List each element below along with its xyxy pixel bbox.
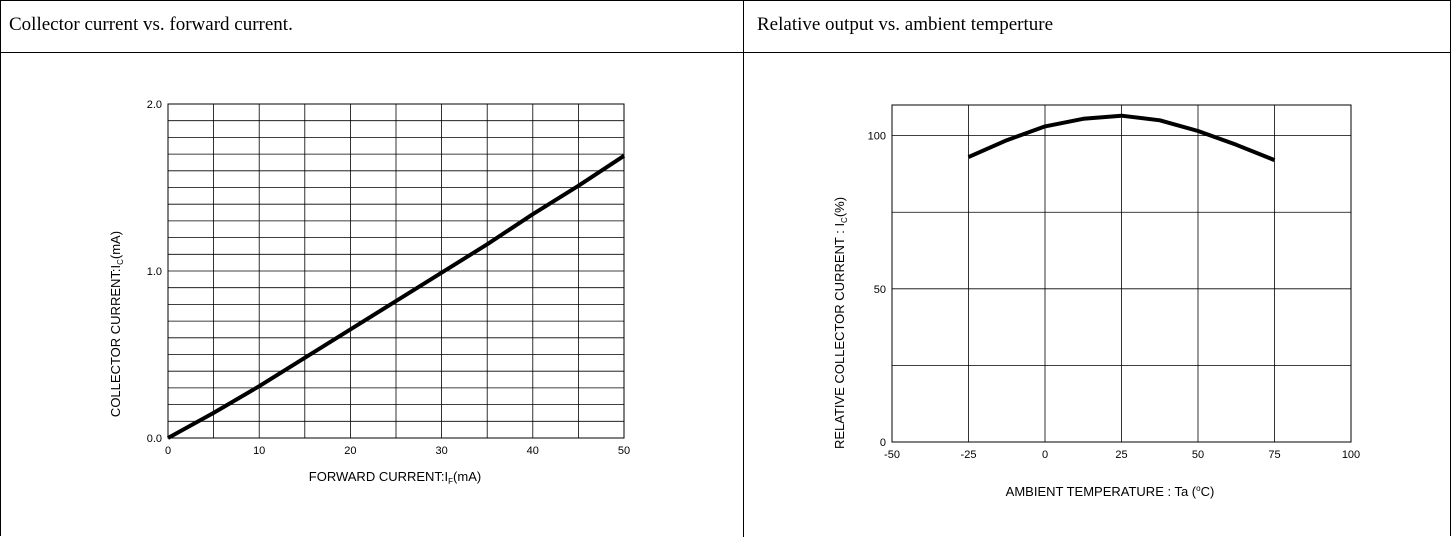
chart1-series-line — [167, 154, 626, 440]
chart1-y-tick-label: 0.0 — [147, 433, 162, 445]
chart2-y-axis-label-main: RELATIVE COLLECTOR CURRENT : I — [832, 223, 847, 449]
chart1-tick-labels: 0 10 20 30 40 50 0.0 1.0 2.0 — [147, 99, 630, 457]
chart2-y-axis-label: RELATIVE COLLECTOR CURRENT : IC(%) — [832, 197, 849, 449]
relative-collector-current-chart: -50 -25 0 25 50 75 100 0 50 100 AMBIENT TEMPERATU… — [832, 104, 1361, 499]
chart2-tick-labels: -50 -25 0 25 50 75 100 0 50 100 — [868, 131, 1361, 461]
chart1-x-tick-label: 30 — [435, 445, 447, 457]
chart1-x-tick-label: 0 — [165, 445, 171, 457]
chart1-x-axis-label-main: FORWARD CURRENT:I — [309, 469, 448, 484]
chart2-grid — [891, 104, 1352, 443]
chart1-y-axis-label-unit: (mA) — [108, 231, 123, 259]
chart1-y-axis-label-main: COLLECTOR CURRENT:I — [108, 265, 123, 417]
chart2-y-tick-label: 0 — [880, 437, 886, 449]
chart1-x-tick-label: 10 — [253, 445, 265, 457]
chart2-x-axis-label: AMBIENT TEMPERATURE : Ta (oC) — [1006, 484, 1215, 499]
column-divider — [743, 0, 744, 537]
chart2-plot-border — [891, 104, 1352, 443]
chart2-series — [967, 113, 1276, 162]
chart1-y-tick-label: 2.0 — [147, 99, 162, 111]
chart1-y-axis-label-sub: C — [116, 259, 125, 265]
chart2-x-tick-label: 75 — [1268, 449, 1280, 461]
chart-caption-relative-output: Relative output vs. ambient temperture — [757, 14, 1054, 35]
chart2-x-axis-label-unit: C) — [1201, 484, 1215, 499]
chart2-y-axis-label-sub: C — [840, 217, 849, 223]
chart-caption-collector-current: Collector current vs. forward current. — [9, 14, 293, 35]
chart1-plot-border — [167, 103, 625, 439]
chart1-y-axis-label: COLLECTOR CURRENT:IC(mA) — [108, 231, 125, 417]
chart1-x-tick-label: 40 — [527, 445, 539, 457]
chart2-y-tick-label: 50 — [874, 284, 886, 296]
chart1-x-tick-label: 50 — [618, 445, 630, 457]
chart2-x-tick-label: 50 — [1192, 449, 1204, 461]
chart2-y-tick-label: 100 — [868, 131, 886, 143]
header-divider — [0, 52, 1451, 53]
chart2-x-tick-label: 25 — [1115, 449, 1127, 461]
chart2-x-tick-label: 0 — [1042, 449, 1048, 461]
chart1-series — [167, 154, 626, 440]
chart2-x-tick-label: -50 — [884, 449, 900, 461]
chart2-series-line — [967, 113, 1276, 162]
chart2-x-tick-label: 100 — [1342, 449, 1360, 461]
chart1-x-axis-label: FORWARD CURRENT:IF(mA) — [309, 469, 481, 486]
chart1-x-tick-label: 20 — [344, 445, 356, 457]
chart2-x-tick-label: -25 — [961, 449, 977, 461]
collector-current-chart: 0 10 20 30 40 500.01.02.0 FORWARD CURRENT:IF(… — [108, 99, 630, 486]
chart1-grid — [167, 103, 625, 439]
chart2-y-axis-label-unit: (%) — [832, 197, 847, 217]
chart1-y-tick-label: 1.0 — [147, 266, 162, 278]
chart2-x-axis-label-sup: o — [1196, 484, 1201, 493]
chart1-x-axis-label-unit: (mA) — [453, 469, 481, 484]
chart2-x-axis-label-main: AMBIENT TEMPERATURE : Ta ( — [1006, 484, 1197, 499]
chart1-x-axis-label-sub: F — [448, 477, 453, 486]
